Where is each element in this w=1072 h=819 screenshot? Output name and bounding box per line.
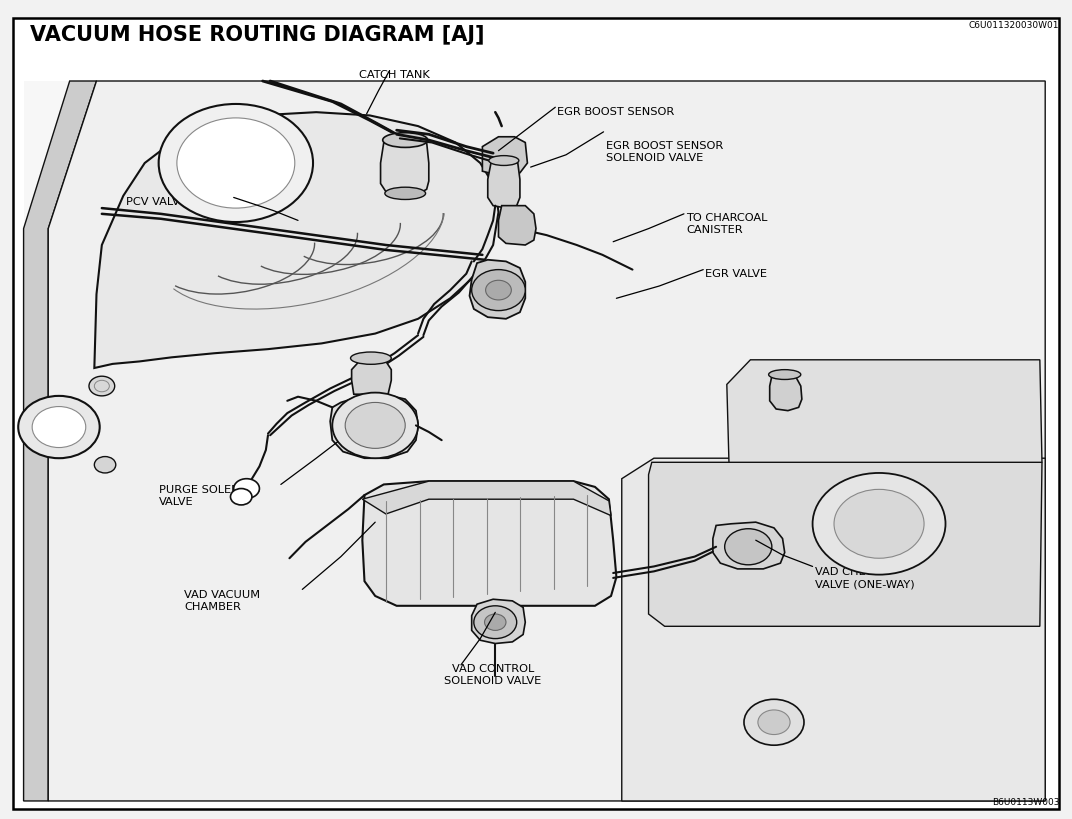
- Text: EGR BOOST SENSOR
SOLENOID VALVE: EGR BOOST SENSOR SOLENOID VALVE: [606, 141, 723, 162]
- Circle shape: [813, 473, 946, 575]
- Circle shape: [234, 479, 259, 499]
- Circle shape: [485, 614, 506, 631]
- Polygon shape: [362, 482, 616, 606]
- Circle shape: [744, 699, 804, 745]
- Text: VAD VACUUM
CHAMBER: VAD VACUUM CHAMBER: [184, 590, 260, 611]
- Circle shape: [332, 393, 418, 459]
- Polygon shape: [488, 164, 520, 209]
- Text: EGR BOOST SENSOR: EGR BOOST SENSOR: [557, 106, 674, 116]
- Polygon shape: [48, 82, 1045, 801]
- Text: PCV VALVE: PCV VALVE: [126, 197, 188, 206]
- Circle shape: [18, 396, 100, 459]
- Polygon shape: [470, 260, 525, 319]
- Text: VACUUM HOSE ROUTING DIAGRAM [AJ]: VACUUM HOSE ROUTING DIAGRAM [AJ]: [30, 25, 485, 44]
- Ellipse shape: [769, 370, 801, 380]
- Circle shape: [32, 407, 86, 448]
- Polygon shape: [482, 138, 527, 176]
- Circle shape: [89, 377, 115, 396]
- Ellipse shape: [385, 188, 426, 200]
- Polygon shape: [727, 360, 1042, 463]
- Circle shape: [345, 403, 405, 449]
- Ellipse shape: [351, 352, 391, 364]
- Circle shape: [94, 457, 116, 473]
- Circle shape: [230, 489, 252, 505]
- Circle shape: [177, 119, 295, 209]
- Text: CATCH TANK: CATCH TANK: [359, 70, 430, 79]
- Text: VAD CHECK
VALVE (ONE-WAY): VAD CHECK VALVE (ONE-WAY): [815, 567, 914, 588]
- Text: TO CHARCOAL
CANISTER: TO CHARCOAL CANISTER: [686, 213, 768, 234]
- Polygon shape: [713, 523, 785, 569]
- Ellipse shape: [383, 133, 428, 148]
- Polygon shape: [622, 459, 1045, 801]
- Polygon shape: [770, 377, 802, 411]
- Circle shape: [725, 529, 772, 565]
- Circle shape: [758, 710, 790, 735]
- Ellipse shape: [489, 156, 519, 166]
- Text: PURGE SOLENOID
VALVE: PURGE SOLENOID VALVE: [159, 485, 260, 506]
- Text: VAD CONTROL
SOLENOID VALVE: VAD CONTROL SOLENOID VALVE: [445, 663, 541, 685]
- Polygon shape: [94, 113, 498, 369]
- Polygon shape: [498, 206, 536, 246]
- Circle shape: [159, 105, 313, 223]
- Polygon shape: [362, 482, 611, 516]
- Polygon shape: [330, 395, 418, 459]
- Polygon shape: [24, 82, 1045, 801]
- Polygon shape: [649, 463, 1042, 627]
- Text: EGR VALVE: EGR VALVE: [705, 269, 768, 278]
- Text: C6U011320030W01: C6U011320030W01: [969, 21, 1059, 30]
- Circle shape: [486, 281, 511, 301]
- Polygon shape: [381, 143, 429, 197]
- Polygon shape: [24, 82, 96, 801]
- Polygon shape: [352, 360, 391, 395]
- Circle shape: [834, 490, 924, 559]
- Circle shape: [474, 606, 517, 639]
- Circle shape: [472, 270, 525, 311]
- Polygon shape: [472, 600, 525, 644]
- Text: B6U0113W003: B6U0113W003: [992, 797, 1059, 806]
